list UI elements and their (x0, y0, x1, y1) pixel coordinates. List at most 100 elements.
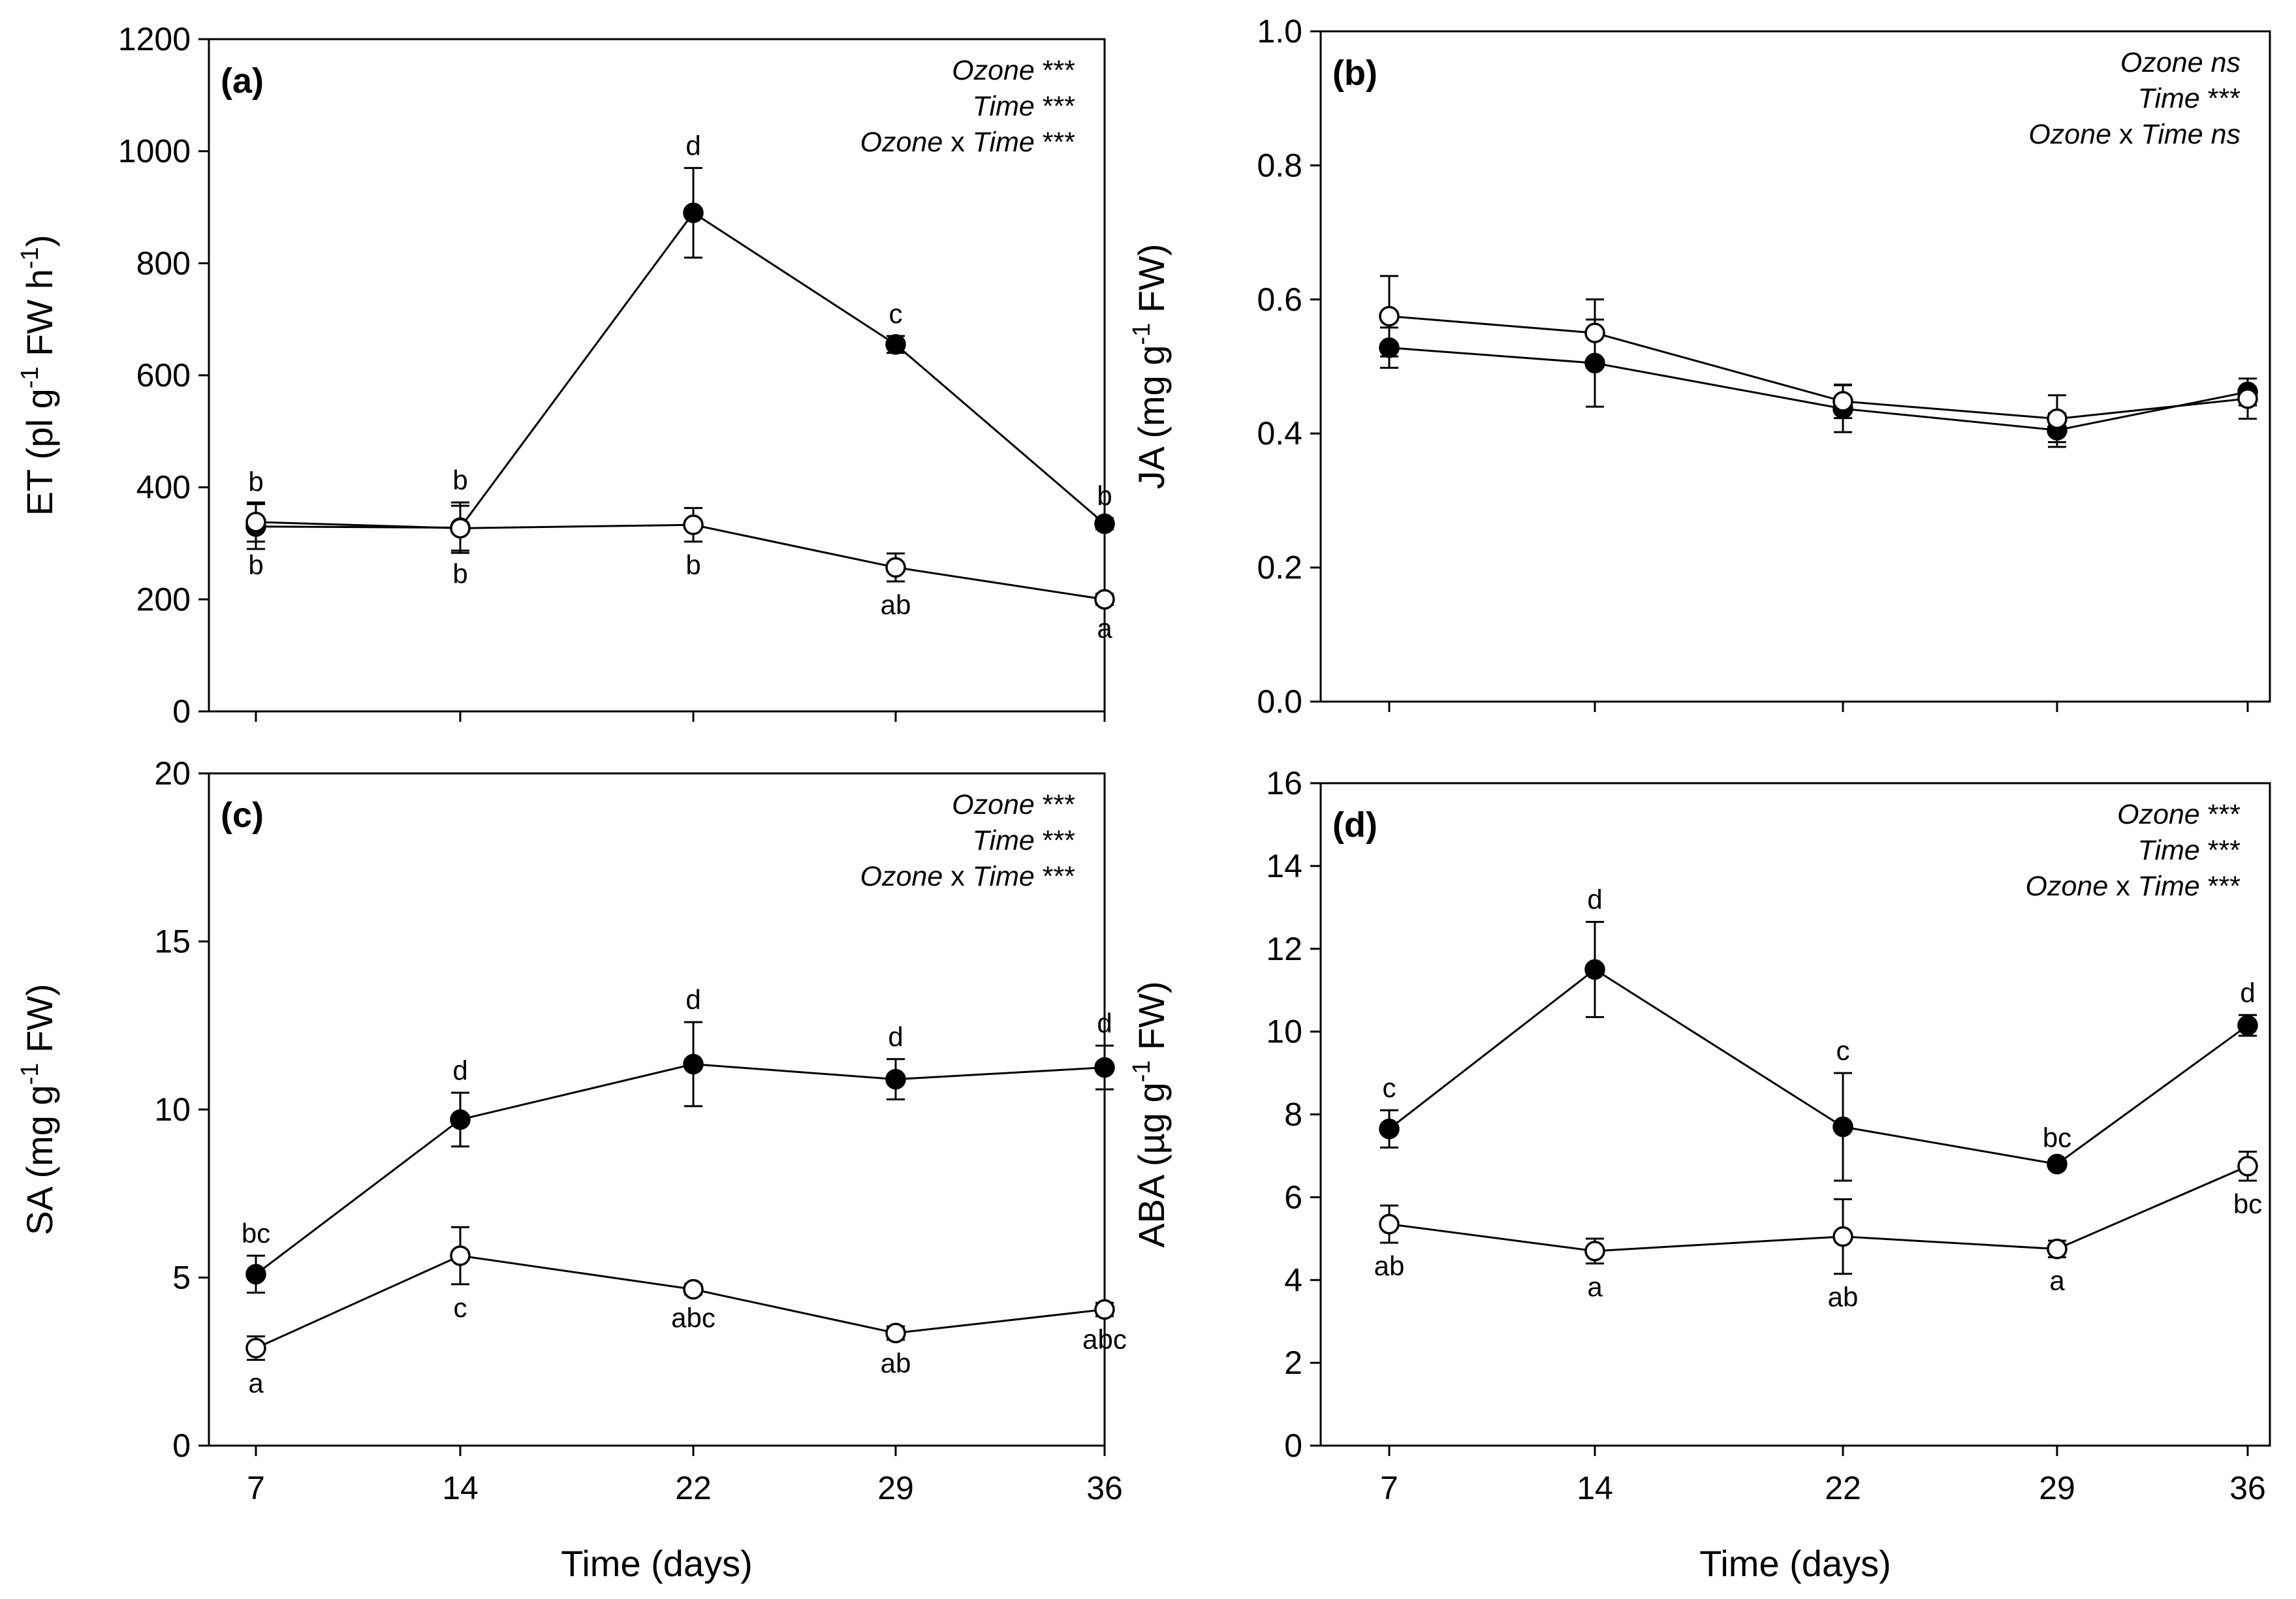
x-tick-label: 29 (2039, 1470, 2075, 1506)
y-axis-title: ET (pl g-1​ FW h-1​) (16, 235, 60, 516)
data-point (2047, 1238, 2068, 1260)
data-point (885, 334, 906, 355)
stat-text: Ozone (2120, 47, 2203, 78)
stat-text: *** (1035, 825, 1075, 856)
y-axis-title-superscript: -1 (16, 247, 44, 269)
data-point (885, 557, 906, 578)
y-tick-label: 15 (154, 924, 191, 960)
stat-text: ns (2211, 47, 2241, 78)
series-line (255, 1063, 1105, 1275)
y-axis-title-superscript: -1 (16, 1063, 44, 1085)
stat-text: Ozone (952, 789, 1035, 820)
y-tick-label: 0.2 (1257, 550, 1302, 586)
series-filled: c d c bc d (1379, 884, 2258, 1182)
y-tick-label: 600 (136, 357, 191, 394)
y-axis-title-superscript: -1 (1128, 1061, 1156, 1083)
stat-text: *** (1035, 861, 1075, 892)
significance-letter: c (1836, 1035, 1850, 1066)
x-tick-label: 22 (1825, 1470, 1861, 1506)
stat-text: Ozone (2026, 871, 2109, 902)
y-tick-label: 0.6 (1257, 281, 1302, 318)
series-line (1389, 968, 2248, 1166)
stat-line: Time *** (2138, 835, 2241, 866)
y-tick-label: 0 (172, 693, 191, 730)
y-tick-label: 0 (1284, 1427, 1302, 1464)
stat-text: *** (2200, 835, 2241, 866)
y-tick-label: 0.4 (1257, 415, 1302, 452)
y-tick-label: 2 (1284, 1344, 1302, 1381)
data-point (683, 1279, 704, 1300)
panel-label: (c) (221, 796, 264, 835)
significance-letter: ab (1828, 1282, 1859, 1312)
series-open (1379, 275, 2258, 444)
stat-text: Ozone (2117, 799, 2200, 830)
stat-text: Time (2138, 835, 2200, 866)
y-tick-label: 4 (1284, 1262, 1302, 1298)
y-axis-title: SA (mg g-1​ FW) (16, 984, 60, 1235)
x-axis-title: Time (days) (1699, 1543, 1891, 1584)
y-tick-label: 0 (172, 1427, 191, 1464)
data-point (1094, 589, 1115, 610)
y-axis-title-superscript: -1 (1128, 323, 1156, 345)
series-line (1389, 347, 2248, 431)
stat-text: Time (973, 825, 1035, 856)
data-point (2237, 1156, 2258, 1177)
stat-line: Ozone *** (952, 55, 1075, 86)
significance-letter: d (2240, 977, 2255, 1008)
stat-text: x (943, 861, 972, 892)
panel-label: (b) (1332, 54, 1377, 93)
data-point (245, 1264, 266, 1285)
stat-line: Time *** (973, 91, 1076, 122)
stat-line: Ozone x Time *** (860, 127, 1076, 158)
x-tick-label: 7 (1380, 1470, 1398, 1506)
stat-text: *** (2200, 83, 2241, 114)
data-point (1584, 959, 1605, 980)
y-axis-title-part: ABA (µg g (1131, 1082, 1172, 1247)
significance-letter: d (685, 130, 700, 161)
stat-text: Time (973, 127, 1035, 158)
y-tick-label: 14 (1266, 848, 1302, 884)
significance-letter: b (248, 550, 263, 580)
series-open: a c abc ab abc (245, 1226, 1127, 1399)
significance-letter: b (452, 465, 467, 495)
stat-line: Ozone x Time *** (2026, 871, 2241, 902)
data-point (245, 1337, 266, 1359)
data-point (1094, 1299, 1115, 1320)
stat-text: Time (973, 861, 1035, 892)
x-tick-label: 7 (247, 1470, 265, 1506)
stat-line: Ozone *** (952, 789, 1075, 820)
data-point (1379, 305, 1400, 327)
significance-letter: abc (1082, 1324, 1127, 1355)
stat-text: Time (2141, 119, 2203, 150)
data-point (2237, 1015, 2258, 1036)
stat-text: Ozone (2028, 119, 2111, 150)
significance-letter: d (1097, 1008, 1112, 1038)
y-tick-label: 6 (1284, 1179, 1302, 1215)
x-tick-label: 36 (1086, 1470, 1123, 1506)
significance-letter: abc (671, 1302, 716, 1333)
x-tick-label: 22 (675, 1470, 712, 1506)
significance-letter: b (1097, 480, 1112, 511)
data-point (2047, 1153, 2068, 1175)
significance-letter: b (685, 550, 700, 580)
y-axis-title-part: JA (mg g (1131, 345, 1172, 489)
data-point (450, 518, 471, 539)
y-tick-label: 10 (1266, 1014, 1302, 1050)
data-point (1832, 1226, 1853, 1247)
panel-a: 0 200 400 600 800 1000 1200 ET (pl g-1​ FW h-1​… (16, 21, 1115, 730)
data-point (450, 1109, 471, 1130)
stat-text: Time (2138, 83, 2200, 114)
data-point (683, 1053, 704, 1075)
series-line (255, 521, 1105, 600)
y-axis-title: ABA (µg g-1​ FW) (1128, 981, 1172, 1247)
y-axis-title-superscript: -1 (16, 366, 44, 388)
series-line (1389, 1165, 2248, 1252)
series-line (255, 211, 1105, 529)
panel-label: (d) (1332, 805, 1377, 845)
significance-letter: d (888, 1021, 903, 1052)
stat-text: Time (973, 91, 1035, 122)
data-point (1379, 1213, 1400, 1235)
significance-letter: a (1587, 1271, 1603, 1302)
significance-letter: b (248, 466, 263, 497)
significance-letter: ab (881, 1348, 911, 1378)
